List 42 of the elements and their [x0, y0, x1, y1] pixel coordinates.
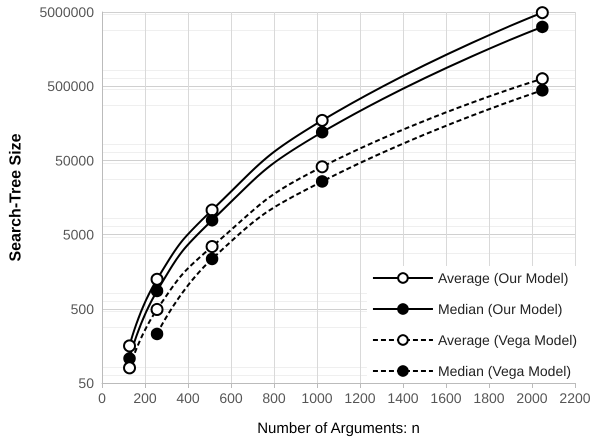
- x-tick-label: 400: [176, 390, 200, 406]
- point: [206, 240, 219, 254]
- x-tick-label: 1400: [387, 390, 419, 406]
- x-axis-title: Number of Arguments: n: [257, 420, 420, 437]
- x-tick-label: 600: [219, 390, 243, 406]
- point: [536, 20, 549, 34]
- point: [536, 6, 549, 20]
- x-tick-label: 1600: [430, 390, 462, 406]
- point: [150, 284, 164, 298]
- legend-label: Average (Our Model): [438, 270, 568, 286]
- point: [150, 302, 164, 316]
- x-tick-label: 800: [262, 390, 286, 406]
- x-tick-label: 2000: [516, 390, 548, 406]
- y-tick-label: 5000: [62, 226, 94, 243]
- y-tick-label: 5000000: [39, 4, 94, 20]
- x-tick-label: 1000: [301, 390, 333, 406]
- x-tick-label: 0: [98, 390, 106, 406]
- point: [123, 361, 136, 374]
- y-axis-title: Search-Tree Size: [8, 133, 24, 262]
- y-tick-label: 500000: [47, 78, 94, 94]
- point: [316, 114, 329, 127]
- legend-label: Median (Our Model): [438, 301, 562, 317]
- point: [536, 84, 549, 97]
- x-tick-label: 2200: [559, 390, 591, 406]
- x-tick-label: 200: [133, 390, 157, 406]
- x-tick-label: 1800: [473, 390, 505, 406]
- legend-label: Median (Vega Model): [438, 363, 572, 379]
- point: [150, 328, 164, 340]
- point: [123, 339, 136, 352]
- y-tick-label: 50000: [55, 152, 94, 168]
- x-tick-label: 1200: [344, 390, 376, 406]
- y-tick-label: 500: [70, 300, 94, 317]
- point: [316, 160, 329, 174]
- legend-label: Average (Vega Model): [438, 332, 578, 348]
- point: [206, 252, 218, 266]
- point: [316, 175, 328, 188]
- point: [536, 72, 549, 86]
- point: [316, 126, 328, 138]
- point: [150, 272, 164, 286]
- y-tick-label: 50: [78, 375, 94, 391]
- point: [206, 214, 218, 227]
- point: [206, 204, 219, 217]
